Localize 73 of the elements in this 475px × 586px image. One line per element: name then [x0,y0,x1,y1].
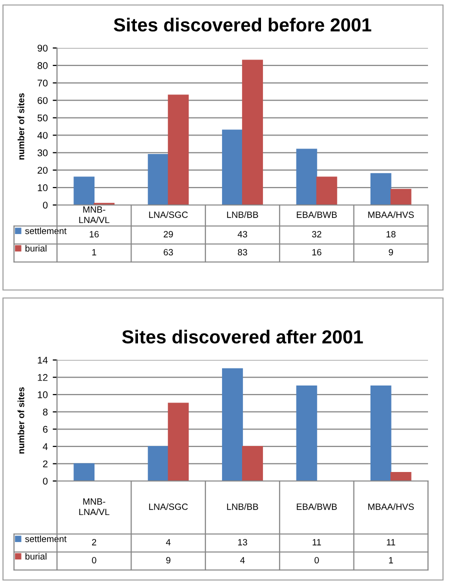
x-tick-label: MBAA/HVS [368,503,414,510]
x-tick-label: MBAA/HVS [368,211,414,218]
y-tick-label: 12 [38,374,48,381]
data-label: 83 [238,249,248,256]
bar [296,148,318,205]
y-tick-label: 0 [42,202,48,209]
y-tick-label: 0 [42,478,48,485]
bar [390,472,412,481]
bar [242,60,263,205]
y-tick-label: 2 [43,460,48,468]
data-label: 29 [164,231,173,238]
x-tick-label: LNB/BB [227,211,258,218]
data-label: 1 [92,249,96,256]
y-tick-label: 90 [38,44,48,52]
x-tick-label: LNB/BB [227,503,258,510]
y-tick-label: 70 [38,80,48,87]
bar [168,94,189,205]
y-tick-label: 8 [42,408,48,416]
data-label: 0 [92,557,96,564]
bar [370,173,392,205]
y-tick-label: 40 [37,132,48,139]
y-tick-label: 80 [38,62,48,70]
bar [74,176,95,205]
bar [296,386,318,481]
data-label: 4 [240,557,245,564]
x-tick-label: LNA/SGC [149,211,188,218]
bar [168,402,189,481]
data-label: 4 [166,539,171,546]
legend-label: burial [26,552,46,560]
legend-label: settlement [25,228,67,234]
y-tick-label: 14 [38,356,48,364]
data-label: 43 [238,231,248,238]
bar [148,154,169,205]
data-label: 9 [166,557,170,564]
bar [242,446,263,481]
data-label: 18 [386,231,396,238]
bar [222,368,243,481]
x-tick-label: EBA/BWB [296,211,337,218]
y-tick-label: 6 [43,426,48,433]
y-tick-label: 50 [38,114,48,122]
y-axis-title: number of sites [18,93,24,160]
y-axis-title: number of sites [18,387,24,454]
data-label: 16 [312,249,322,256]
data-label: 0 [314,557,319,564]
y-tick-label: 30 [38,149,48,156]
data-label: 13 [238,539,248,546]
data-label: 11 [386,539,396,546]
bar [370,386,392,481]
data-label: 11 [312,539,321,546]
x-tick-label: EBA/BWB [296,503,337,510]
bar [74,463,95,481]
legend-label: settlement [25,536,67,542]
chart-title: Sites discovered after 2001 [122,330,363,344]
y-tick-label: 10 [38,184,48,192]
data-label: 2 [92,539,96,546]
chart-title: Sites discovered before 2001 [114,18,372,32]
data-label: 32 [312,231,322,238]
data-label: 63 [164,249,173,256]
y-tick-label: 20 [38,166,48,174]
x-tick-label: LNA/SGC [149,503,188,510]
bar [316,176,338,205]
y-tick-label: 60 [38,97,48,104]
x-tick-label: MNB- LNA/VL [79,206,110,224]
data-label: 16 [90,231,99,238]
y-tick-label: 4 [42,443,48,450]
y-tick-label: 10 [38,391,48,398]
bar [222,130,243,205]
x-tick-label: MNB- LNA/VL [79,498,110,516]
legend-label: burial [26,244,46,252]
bar [148,446,169,481]
data-label: 9 [388,249,393,256]
data-label: 1 [389,557,393,564]
bar [390,188,412,205]
